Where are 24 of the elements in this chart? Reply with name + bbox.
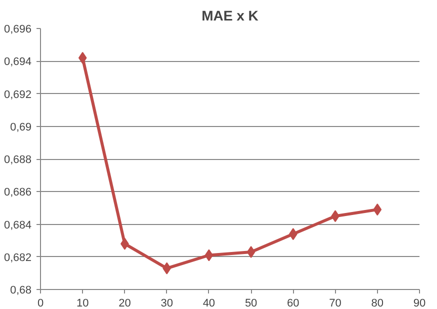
y-tick-label: 0,68 <box>10 284 32 296</box>
point <box>373 204 382 216</box>
point <box>204 249 214 262</box>
x-tick-label: 50 <box>244 298 258 309</box>
x-tick-label: 80 <box>371 298 384 309</box>
y-tick-label: 0,684 <box>4 219 32 232</box>
x-tick-label: 70 <box>329 298 342 309</box>
point <box>246 246 256 258</box>
y-tick-label: 0,694 <box>4 56 32 68</box>
x-tick-label: 40 <box>202 298 216 309</box>
x-tick-label: 60 <box>287 298 300 309</box>
x-tick-label: 30 <box>160 298 173 309</box>
y-tick-label: 0,688 <box>4 154 32 166</box>
x-tick-label: 10 <box>76 298 89 309</box>
y-tick-label: 0,692 <box>4 88 32 101</box>
point <box>78 52 87 64</box>
x-tick-label: 20 <box>118 298 131 309</box>
x-tick-label: 90 <box>413 298 426 309</box>
x-tick-label: 0 <box>37 298 44 309</box>
chart-title: MAE x K <box>202 8 258 24</box>
y-tick-label: 0,682 <box>4 252 32 264</box>
y-tick-label: 0,686 <box>4 186 32 199</box>
y-tick-label: 0,69 <box>10 121 32 134</box>
y-tick-label: 0,696 <box>4 24 32 36</box>
